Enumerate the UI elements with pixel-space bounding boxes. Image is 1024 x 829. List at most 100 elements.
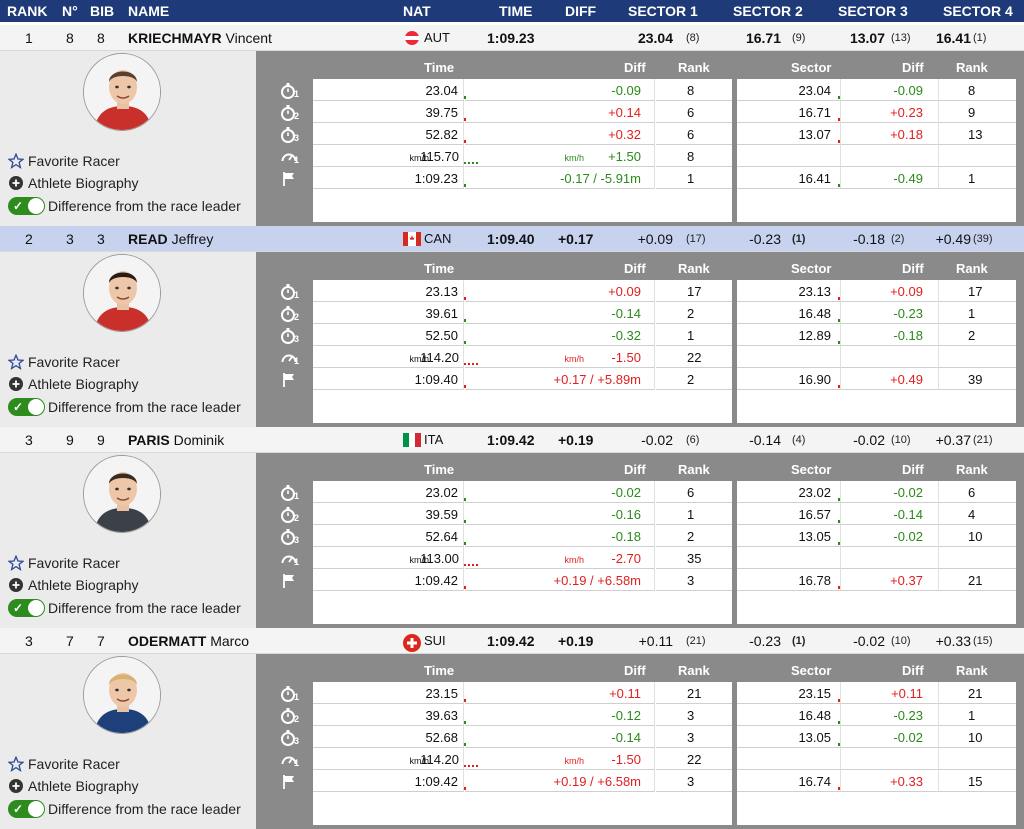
stopwatch-icon: 3: [280, 327, 300, 345]
athlete-biography-link[interactable]: Athlete Biography: [8, 175, 139, 191]
plus-circle-icon: [8, 376, 24, 392]
sector-table: [737, 280, 1016, 423]
star-icon: [7, 755, 25, 772]
racer-detail-panel: Favorite Racer Athlete Biography ✓ Differ…: [0, 51, 1024, 226]
split-time: 39.63: [425, 708, 458, 723]
racer-summary-row[interactable]: 3 9 9 PARIS Dominik ITA 1:09.42 +0.19 -0…: [0, 427, 1024, 453]
col-time[interactable]: TIME: [499, 3, 533, 19]
sector2-value: 16.71: [745, 30, 781, 46]
racer-summary-row[interactable]: 1 8 8 KRIECHMAYR Vincent AUT 1:09.23 23.…: [0, 25, 1024, 51]
favorite-racer-link[interactable]: Favorite Racer: [7, 554, 120, 571]
sector-rank: 1: [968, 708, 976, 723]
start-number: 7: [66, 633, 74, 649]
favorite-label: Favorite Racer: [28, 153, 120, 169]
split-time: 39.59: [425, 507, 458, 522]
avatar[interactable]: [83, 53, 161, 131]
racer-name[interactable]: ODERMATT Marco: [128, 633, 249, 649]
split-diff: -1.50: [611, 350, 641, 365]
sector-time: 16.48: [798, 708, 831, 723]
last-name: READ: [128, 231, 168, 247]
sector-rank: 2: [968, 328, 976, 343]
nation-code: AUT: [424, 30, 450, 45]
th-sector-diff: Diff: [902, 663, 924, 678]
favorite-racer-link[interactable]: Favorite Racer: [7, 353, 120, 370]
sector1-rank: (6): [686, 434, 700, 446]
sector-rank: 17: [968, 284, 983, 299]
athlete-biography-link[interactable]: Athlete Biography: [8, 778, 139, 794]
total-time: 1:09.40: [487, 231, 535, 247]
difference-toggle[interactable]: ✓: [8, 599, 45, 617]
split-diff: -0.14: [611, 306, 641, 321]
racer-summary-row[interactable]: 3 7 7 ODERMATT Marco SUI 1:09.42 +0.19 +…: [0, 628, 1024, 654]
split-diff: +0.19 / +6.58m: [553, 573, 641, 588]
split-rank: 35: [687, 551, 702, 566]
sector4-value: +0.33: [935, 633, 971, 649]
col-diff[interactable]: DIFF: [565, 3, 597, 19]
difference-toggle[interactable]: ✓: [8, 197, 45, 215]
th-sector-diff: Diff: [902, 60, 924, 75]
split-time: 1:09.40: [414, 372, 458, 387]
rank: 3: [25, 633, 33, 649]
avatar[interactable]: [83, 254, 161, 332]
racer-name[interactable]: READ Jeffrey: [128, 231, 213, 247]
results-header: RANK N° BIB NAME NAT TIME DIFF SECTOR 1 …: [0, 0, 1024, 22]
racer-summary-row[interactable]: 2 3 3 READ Jeffrey CAN 1:09.40 +0.17 +0.…: [0, 226, 1024, 252]
stopwatch-icon: 1: [280, 82, 300, 100]
sector2-rank: (1): [792, 233, 806, 245]
athlete-biography-link[interactable]: Athlete Biography: [8, 577, 139, 593]
sector3-rank: (10): [891, 434, 911, 446]
sector1-rank: (21): [686, 635, 706, 647]
first-name: Vincent: [225, 30, 272, 46]
sector-rank: 6: [968, 485, 976, 500]
speed-value: 113.00: [420, 551, 459, 566]
avatar[interactable]: [83, 656, 161, 734]
difference-toggle[interactable]: ✓: [8, 800, 45, 818]
difference-toggle[interactable]: ✓: [8, 398, 45, 416]
aut-flag-icon: [403, 31, 421, 48]
th-time: Time: [424, 261, 455, 276]
sector-table: [737, 481, 1016, 624]
sector-rank: 1: [968, 171, 976, 186]
sector-time: 13.05: [798, 730, 831, 745]
sector1-rank: (17): [686, 233, 706, 245]
favorite-racer-link[interactable]: Favorite Racer: [7, 755, 120, 772]
favorite-label: Favorite Racer: [28, 555, 120, 571]
difference-toggle-row: ✓ Difference from the race leader: [8, 398, 241, 416]
can-flag-icon: [403, 232, 421, 249]
col-sector4[interactable]: SECTOR 4: [943, 3, 1013, 19]
col-name[interactable]: NAME: [128, 3, 170, 19]
col-rank[interactable]: RANK: [7, 3, 48, 19]
th-rank: Rank: [678, 663, 710, 678]
col-sector3[interactable]: SECTOR 3: [838, 3, 908, 19]
speedometer-icon: 1: [280, 349, 300, 367]
racer-name[interactable]: KRIECHMAYR Vincent: [128, 30, 272, 46]
difference-toggle-row: ✓ Difference from the race leader: [8, 197, 241, 215]
athlete-biography-link[interactable]: Athlete Biography: [8, 376, 139, 392]
speed-diff-unit: km/h: [564, 756, 584, 766]
col-nat[interactable]: NAT: [403, 3, 431, 19]
star-icon: [7, 554, 25, 571]
avatar[interactable]: [83, 455, 161, 533]
split-time: 23.13: [425, 284, 458, 299]
split-rank: 3: [687, 708, 695, 723]
checkmark-icon: ✓: [13, 601, 24, 615]
col-sector1[interactable]: SECTOR 1: [628, 3, 698, 19]
favorite-racer-link[interactable]: Favorite Racer: [7, 152, 120, 169]
sector4-value: +0.49: [935, 231, 971, 247]
racer-detail-panel: Favorite Racer Athlete Biography ✓ Differ…: [0, 453, 1024, 628]
racer-name[interactable]: PARIS Dominik: [128, 432, 224, 448]
favorite-label: Favorite Racer: [28, 756, 120, 772]
split-time: 1:09.42: [414, 573, 458, 588]
start-number: 3: [66, 231, 74, 247]
sector-rank: 39: [968, 372, 983, 387]
th-time: Time: [424, 462, 455, 477]
split-rank: 17: [687, 284, 702, 299]
col-sector2[interactable]: SECTOR 2: [733, 3, 803, 19]
split-rank: 1: [687, 507, 695, 522]
split-time: 39.61: [425, 306, 458, 321]
sector-rank: 8: [968, 83, 976, 98]
first-name: Jeffrey: [171, 231, 214, 247]
col-no[interactable]: N°: [62, 3, 78, 19]
col-bib[interactable]: BIB: [90, 3, 115, 19]
speed-unit: km/h: [409, 756, 429, 766]
